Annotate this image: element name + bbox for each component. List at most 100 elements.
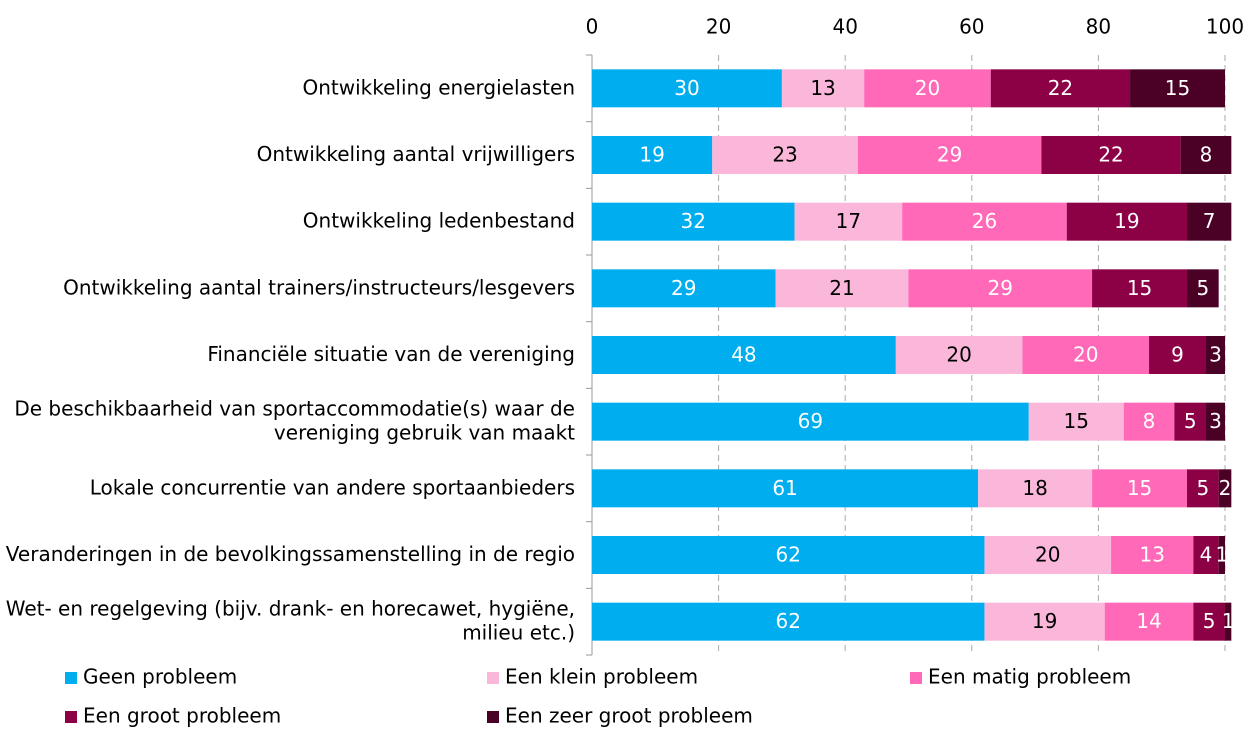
bar-segment [1193, 536, 1219, 574]
bar-segment [1206, 402, 1225, 441]
x-tick-label: 80 [1086, 15, 1111, 39]
legend-label: Een groot probleem [83, 704, 281, 728]
legend-swatch [65, 672, 77, 684]
value-label: 22 [1098, 143, 1123, 167]
x-tick-label: 20 [706, 15, 731, 39]
bar-segment [984, 536, 1112, 574]
bar-segment [990, 69, 1131, 108]
bar-segment [1218, 469, 1232, 508]
y-tick-label: De beschikbaarheid van sportaccommodatie… [14, 396, 575, 444]
bar-segment [592, 69, 782, 108]
bar-segment [864, 69, 991, 108]
legend-label: Een klein probleem [505, 665, 698, 689]
value-label: 30 [674, 76, 699, 100]
bar-segment [1174, 402, 1207, 441]
value-label: 8 [1143, 409, 1156, 433]
bar-segment [712, 136, 858, 174]
bar-segment [1092, 469, 1188, 508]
bar-segment [1187, 469, 1219, 508]
value-label: 19 [1032, 609, 1057, 633]
x-tick-label: 0 [586, 15, 599, 39]
bar-segment [1092, 269, 1188, 308]
value-label: 19 [1114, 209, 1139, 233]
legend-swatch [910, 672, 922, 684]
value-label: 20 [1073, 343, 1098, 367]
bar-segment [1104, 602, 1194, 641]
legend-swatch [487, 672, 499, 684]
bar-segment [1123, 402, 1175, 441]
bar-segment [1022, 336, 1150, 374]
value-label: 9 [1171, 343, 1184, 367]
value-label: 29 [937, 143, 962, 167]
bar-segment [1187, 202, 1232, 241]
bar-segment [978, 469, 1093, 508]
bar-segment [592, 136, 713, 174]
bar-segment [1066, 202, 1188, 241]
bar-segment [592, 469, 979, 508]
bar-segment [1206, 336, 1225, 374]
value-label: 15 [1165, 76, 1190, 100]
value-label: 5 [1203, 609, 1216, 633]
bar-segment [902, 202, 1067, 241]
value-label: 4 [1200, 543, 1213, 567]
x-tick-label: 60 [959, 15, 984, 39]
y-tick-label: Ontwikkeling energielasten [302, 75, 575, 99]
legend-swatch [487, 711, 499, 723]
legend-label: Een matig probleem [928, 665, 1131, 689]
y-tick-label: Lokale concurrentie van andere sportaanb… [90, 475, 575, 499]
x-tick-label: 40 [832, 15, 857, 39]
value-label: 20 [1035, 543, 1060, 567]
value-label: 17 [836, 209, 861, 233]
bar-segment [592, 602, 985, 641]
bar-segment [908, 269, 1093, 308]
value-label: 3 [1209, 343, 1222, 367]
value-label: 32 [681, 209, 706, 233]
value-label: 19 [639, 143, 664, 167]
bar-segment [1111, 536, 1194, 574]
bar-segment [1041, 136, 1181, 174]
value-label: 15 [1064, 409, 1089, 433]
bar-segment [1218, 536, 1225, 574]
value-label: 5 [1196, 476, 1209, 500]
bar-segment [1180, 136, 1232, 174]
bar-segment [1193, 602, 1225, 641]
bar-segment [1187, 269, 1219, 308]
value-label: 61 [772, 476, 797, 500]
bar-segment [1149, 336, 1207, 374]
bar-segment [1130, 69, 1225, 108]
value-label: 15 [1127, 276, 1152, 300]
bar-segment [592, 536, 985, 574]
value-label: 26 [972, 209, 997, 233]
y-tick-label: Ontwikkeling aantal trainers/instructeur… [63, 275, 575, 299]
value-label: 48 [731, 343, 756, 367]
value-label: 5 [1196, 276, 1209, 300]
value-label: 2 [1219, 476, 1232, 500]
value-label: 18 [1022, 476, 1047, 500]
value-label: 29 [988, 276, 1013, 300]
value-label: 69 [798, 409, 823, 433]
value-label: 5 [1184, 409, 1197, 433]
bar-segment [781, 69, 865, 108]
value-label: 13 [810, 76, 835, 100]
value-label: 13 [1139, 543, 1164, 567]
value-label: 23 [772, 143, 797, 167]
bar-segment [1028, 402, 1124, 441]
value-label: 62 [776, 543, 801, 567]
value-label: 21 [829, 276, 854, 300]
y-tick-label: Veranderingen in de bevolkingssamenstell… [6, 542, 575, 566]
value-label: 1 [1222, 609, 1235, 633]
y-tick-label: Financiële situatie van de vereniging [207, 342, 575, 366]
value-label: 29 [671, 276, 696, 300]
value-label: 7 [1203, 209, 1216, 233]
bar-segment [984, 602, 1105, 641]
bar-segment [592, 269, 776, 308]
value-label: 14 [1136, 609, 1161, 633]
bar-segment [592, 202, 795, 241]
x-tick-label: 100 [1206, 15, 1244, 39]
value-label: 3 [1209, 409, 1222, 433]
bar-segment [775, 269, 909, 308]
bar-segment [857, 136, 1042, 174]
y-tick-label: Ontwikkeling ledenbestand [303, 208, 575, 232]
y-tick-label: Wet- en regelgeving (bijv. drank- en hor… [6, 596, 575, 644]
